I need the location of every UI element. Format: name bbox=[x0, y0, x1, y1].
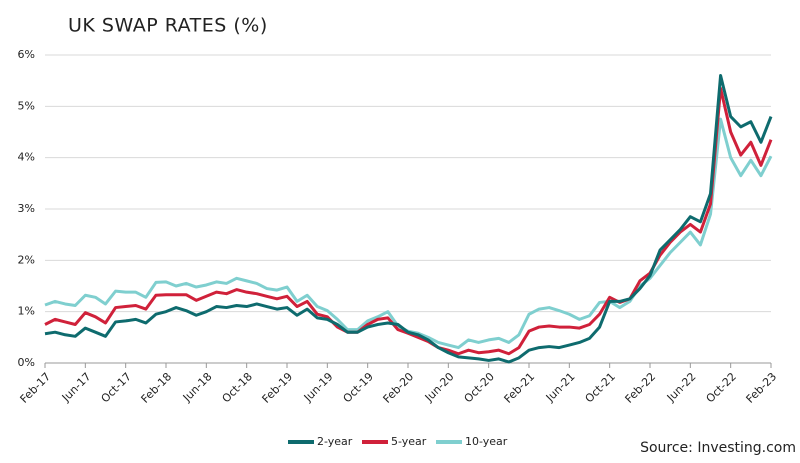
x-tick-label: Jun-18 bbox=[180, 370, 215, 405]
x-tick-label: Feb-17 bbox=[18, 370, 54, 406]
series-line bbox=[44, 86, 773, 356]
x-tick-label: Feb-21 bbox=[502, 370, 538, 406]
x-tick-label: Feb-18 bbox=[139, 370, 175, 406]
x-tick-label: Feb-19 bbox=[260, 370, 296, 406]
y-tick-label: 3% bbox=[18, 202, 35, 215]
x-tick-label: Jun-20 bbox=[422, 370, 457, 405]
x-tick-label: Jun-22 bbox=[664, 370, 699, 405]
x-tick-label: Oct-17 bbox=[99, 370, 134, 405]
y-tick-label: 5% bbox=[18, 99, 35, 112]
series-line bbox=[44, 117, 773, 350]
series-line bbox=[44, 74, 773, 364]
y-tick-label: 6% bbox=[18, 48, 35, 61]
x-tick-label: Feb-22 bbox=[623, 370, 659, 406]
y-tick-label: 0% bbox=[18, 356, 35, 369]
x-tick-label: Oct-18 bbox=[220, 370, 255, 405]
x-tick-label: Oct-22 bbox=[704, 370, 739, 405]
legend-label: 2-year bbox=[317, 435, 353, 448]
x-tick-label: Oct-21 bbox=[583, 370, 618, 405]
legend-label: 10-year bbox=[465, 435, 508, 448]
y-tick-label: 4% bbox=[18, 151, 35, 164]
x-tick-label: Feb-20 bbox=[381, 370, 417, 406]
x-tick-label: Feb-23 bbox=[744, 370, 780, 406]
x-tick-label: Oct-20 bbox=[462, 370, 497, 405]
y-tick-label: 1% bbox=[18, 305, 35, 318]
x-tick-label: Oct-19 bbox=[341, 370, 376, 405]
x-tick-label: Jun-19 bbox=[301, 370, 336, 405]
legend-label: 5-year bbox=[391, 435, 427, 448]
x-tick-label: Jun-21 bbox=[543, 370, 578, 405]
x-tick-label: Jun-17 bbox=[59, 370, 94, 405]
chart-title: UK SWAP RATES (%) bbox=[68, 15, 268, 37]
y-tick-label: 2% bbox=[18, 253, 35, 266]
source-note: Source: Investing.com bbox=[640, 440, 796, 456]
